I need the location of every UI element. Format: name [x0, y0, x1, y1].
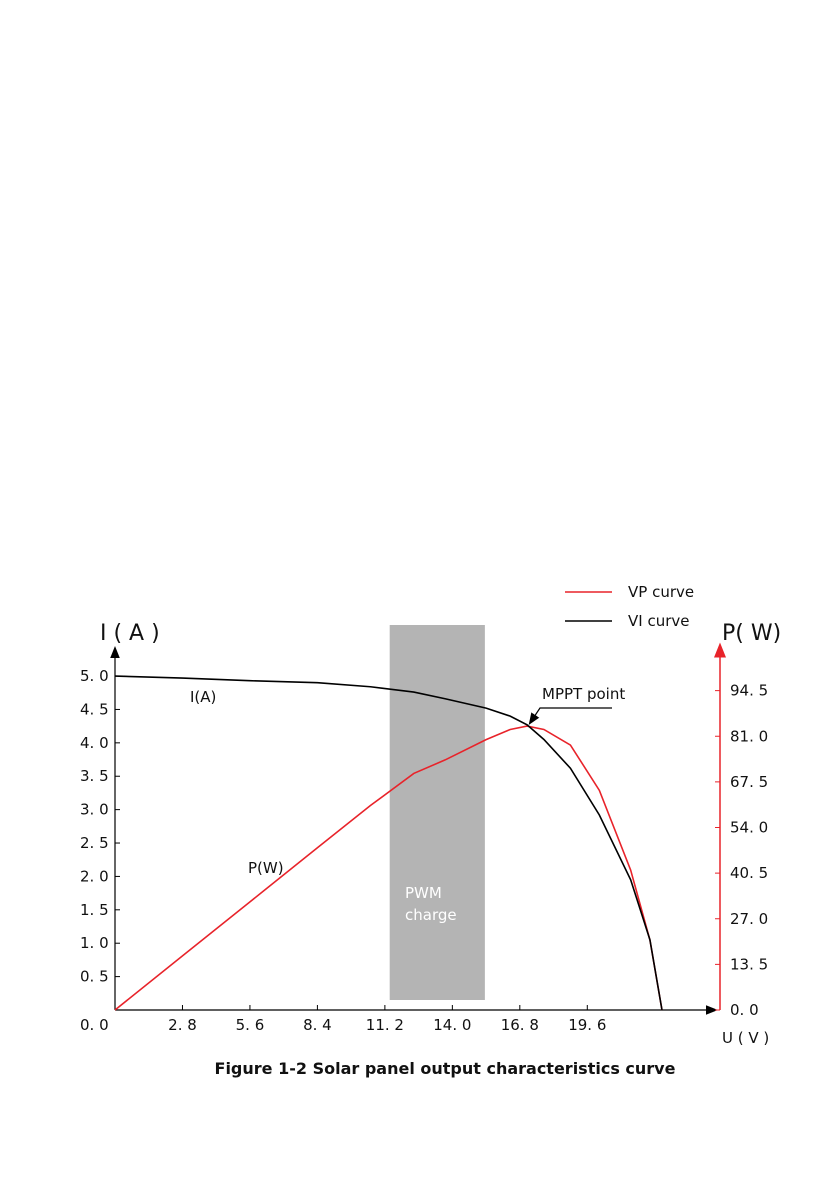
x-tick-label: 8. 4: [303, 1016, 332, 1034]
x-tick-label: 11. 2: [366, 1016, 404, 1034]
caption: Figure 1-2 Solar panel output characteri…: [215, 1059, 676, 1078]
y-tick-label: 3. 5: [80, 767, 109, 785]
legend-label: VP curve: [628, 583, 694, 601]
y-tick-label: 0. 0: [80, 1016, 109, 1034]
y-tick-label: 2. 0: [80, 867, 109, 885]
x-tick-label: 16. 8: [501, 1016, 539, 1034]
y-axis-label: I ( A ): [100, 621, 160, 646]
y2-tick-label: 13. 5: [730, 955, 768, 973]
y-tick-label: 1. 5: [80, 901, 109, 919]
x-axis-label: U ( V ): [722, 1029, 769, 1047]
pwm-band: [389, 625, 485, 1000]
annotation: charge: [405, 906, 457, 924]
annotation: MPPT point: [542, 685, 625, 703]
y-tick-label: 4. 5: [80, 700, 109, 718]
annotation: PWM: [405, 884, 442, 902]
y2-tick-label: 94. 5: [730, 682, 768, 700]
legend-label: VI curve: [628, 612, 689, 630]
y2-axis-label: P( W): [722, 621, 781, 646]
y2-tick-label: 81. 0: [730, 727, 768, 745]
x-tick-label: 5. 6: [236, 1016, 265, 1034]
y2-tick-label: 67. 5: [730, 773, 768, 791]
y2-tick-label: 40. 5: [730, 864, 768, 882]
y2-tick-label: 54. 0: [730, 819, 768, 837]
x-tick-label: 2. 8: [168, 1016, 197, 1034]
x-tick-label: 14. 0: [433, 1016, 471, 1034]
y-tick-label: 4. 0: [80, 734, 109, 752]
y-tick-label: 3. 0: [80, 801, 109, 819]
series-line: [114, 725, 663, 1011]
annotation: P(W): [248, 859, 284, 877]
x-tick-label: 19. 6: [568, 1016, 606, 1034]
y-tick-label: 1. 0: [80, 934, 109, 952]
y2-tick-label: 0. 0: [730, 1001, 759, 1019]
y-tick-label: 2. 5: [80, 834, 109, 852]
mppt-arrow: [528, 707, 612, 725]
y-tick-label: 0. 5: [80, 968, 109, 986]
y2-tick-label: 27. 0: [730, 910, 768, 928]
series-line: [114, 675, 663, 1011]
annotation: I(A): [190, 688, 216, 706]
y-tick-label: 5. 0: [80, 667, 109, 685]
